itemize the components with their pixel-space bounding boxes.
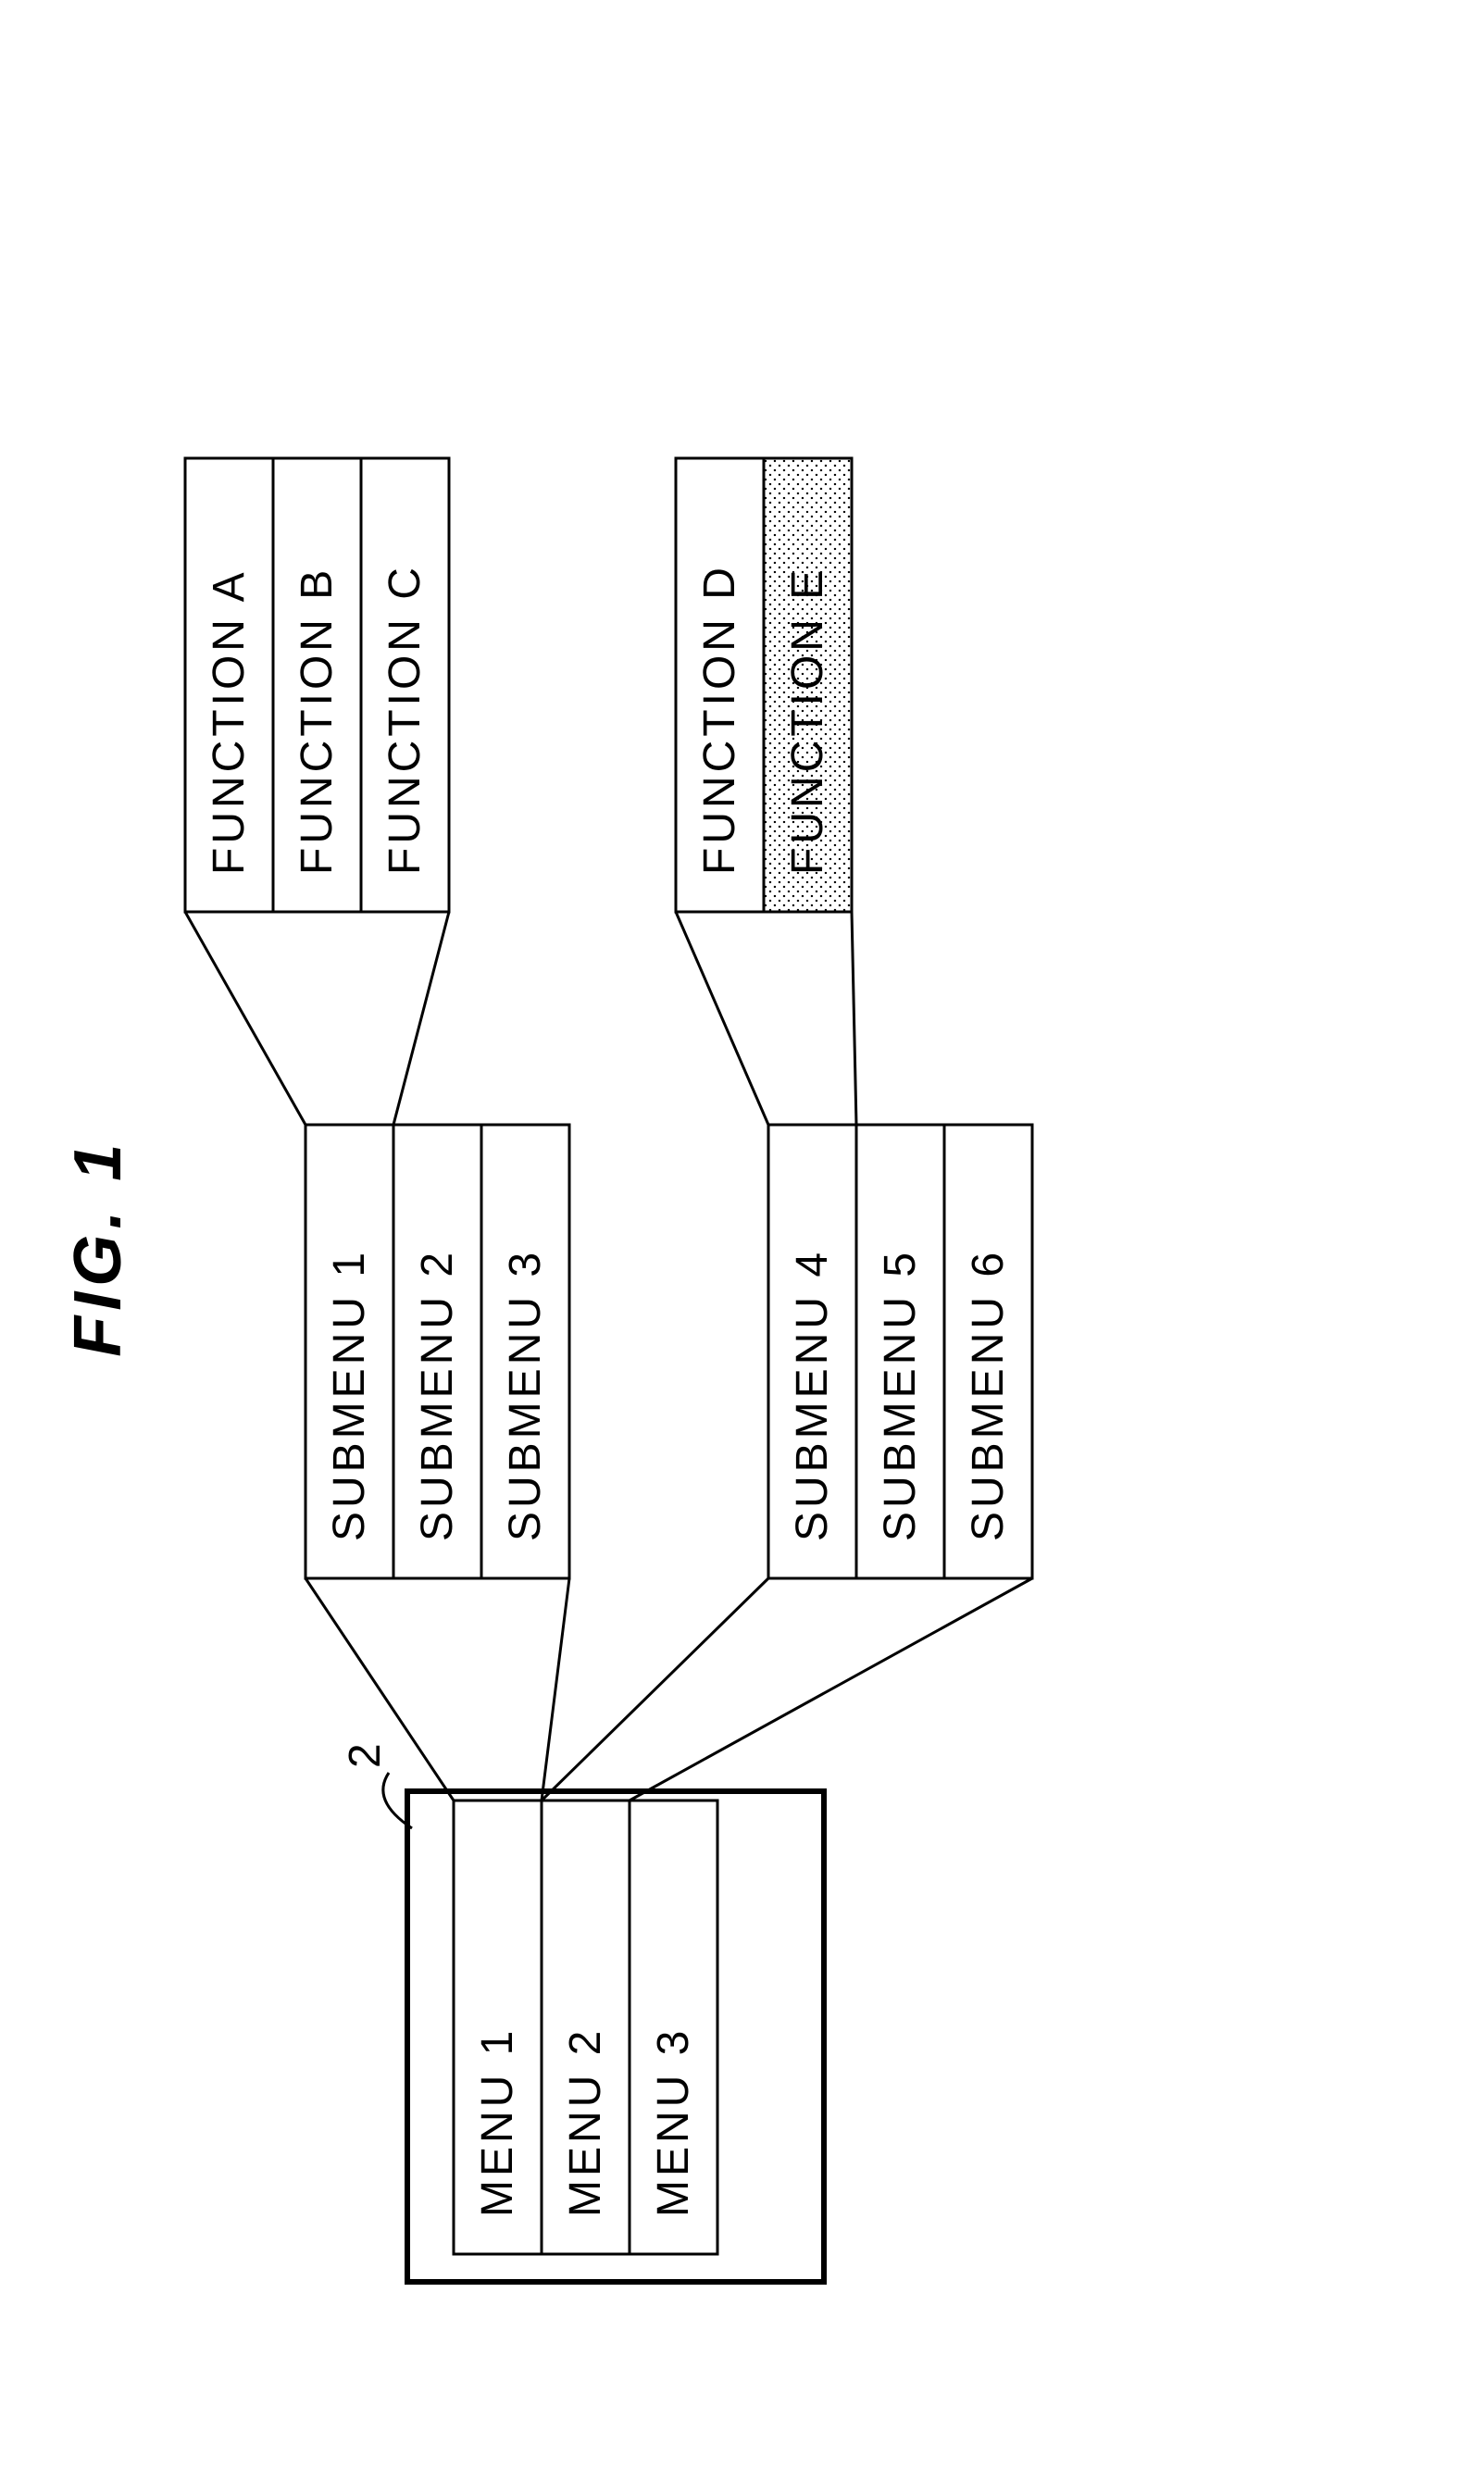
submenu-b-item-1: SUBMENU 4	[768, 1125, 856, 1578]
menu-item-2: MENU 2	[542, 1800, 630, 2254]
diagram-root: FIG. 1 2 MENU 1 MENU 2 MENU 3 SUBMENU 1 SUBMEN…	[61, 458, 1032, 2282]
submenu-a-item-3: SUBMENU 3	[481, 1125, 569, 1578]
menu-item-1: MENU 1	[454, 1800, 542, 2254]
function-a-item-3-label: FUNCTION C	[380, 564, 430, 875]
submenu-a-item-1: SUBMENU 1	[306, 1125, 393, 1578]
submenu-b-item-2-label: SUBMENU 5	[876, 1249, 925, 1541]
function-b-item-2-label: FUNCTION E	[783, 567, 832, 875]
connector-menu2-top	[542, 1578, 768, 1800]
submenu-a-item-2-label: SUBMENU 2	[413, 1249, 462, 1541]
submenu-a-item-2: SUBMENU 2	[393, 1125, 481, 1578]
connector-sub1-bottom	[393, 912, 449, 1125]
submenu-b-item-1-label: SUBMENU 4	[788, 1249, 837, 1541]
submenu-b-item-3: SUBMENU 6	[944, 1125, 1032, 1578]
function-a-item-3: FUNCTION C	[361, 458, 449, 912]
connector-sub4-bottom	[852, 912, 856, 1125]
menu-item-3: MENU 3	[630, 1800, 717, 2254]
figure-title: FIG. 1	[61, 1139, 135, 1357]
submenu-a-item-3-label: SUBMENU 3	[501, 1249, 550, 1541]
submenu-b-item-3-label: SUBMENU 6	[964, 1249, 1013, 1541]
function-a-item-2: FUNCTION B	[273, 458, 361, 912]
connector-sub1-top	[185, 912, 306, 1125]
function-a-item-1: FUNCTION A	[185, 458, 273, 912]
submenu-b-item-2: SUBMENU 5	[856, 1125, 944, 1578]
menu-item-2-label: MENU 2	[561, 2027, 610, 2217]
connector-menu1-bottom	[542, 1578, 569, 1800]
function-b-item-1-label: FUNCTION D	[695, 564, 744, 875]
submenu-a-item-1-label: SUBMENU 1	[325, 1249, 374, 1541]
reference-number: 2	[341, 1743, 390, 1768]
menu-item-3-label: MENU 3	[649, 2027, 698, 2217]
function-b-item-1: FUNCTION D	[676, 458, 764, 912]
connector-sub4-top	[676, 912, 768, 1125]
figure-page: FIG. 1 2 MENU 1 MENU 2 MENU 3 SUBMENU 1 SUBMEN…	[0, 0, 1484, 2467]
function-a-item-1-label: FUNCTION A	[205, 568, 254, 875]
diagram-svg: FIG. 1 2 MENU 1 MENU 2 MENU 3 SUBMENU 1 SUBMEN…	[0, 0, 1484, 2467]
connector-menu2-bottom	[630, 1578, 1032, 1800]
menu-item-1-label: MENU 1	[473, 2027, 522, 2217]
function-b-item-2: FUNCTION E	[764, 458, 852, 912]
function-a-item-2-label: FUNCTION B	[293, 567, 342, 875]
